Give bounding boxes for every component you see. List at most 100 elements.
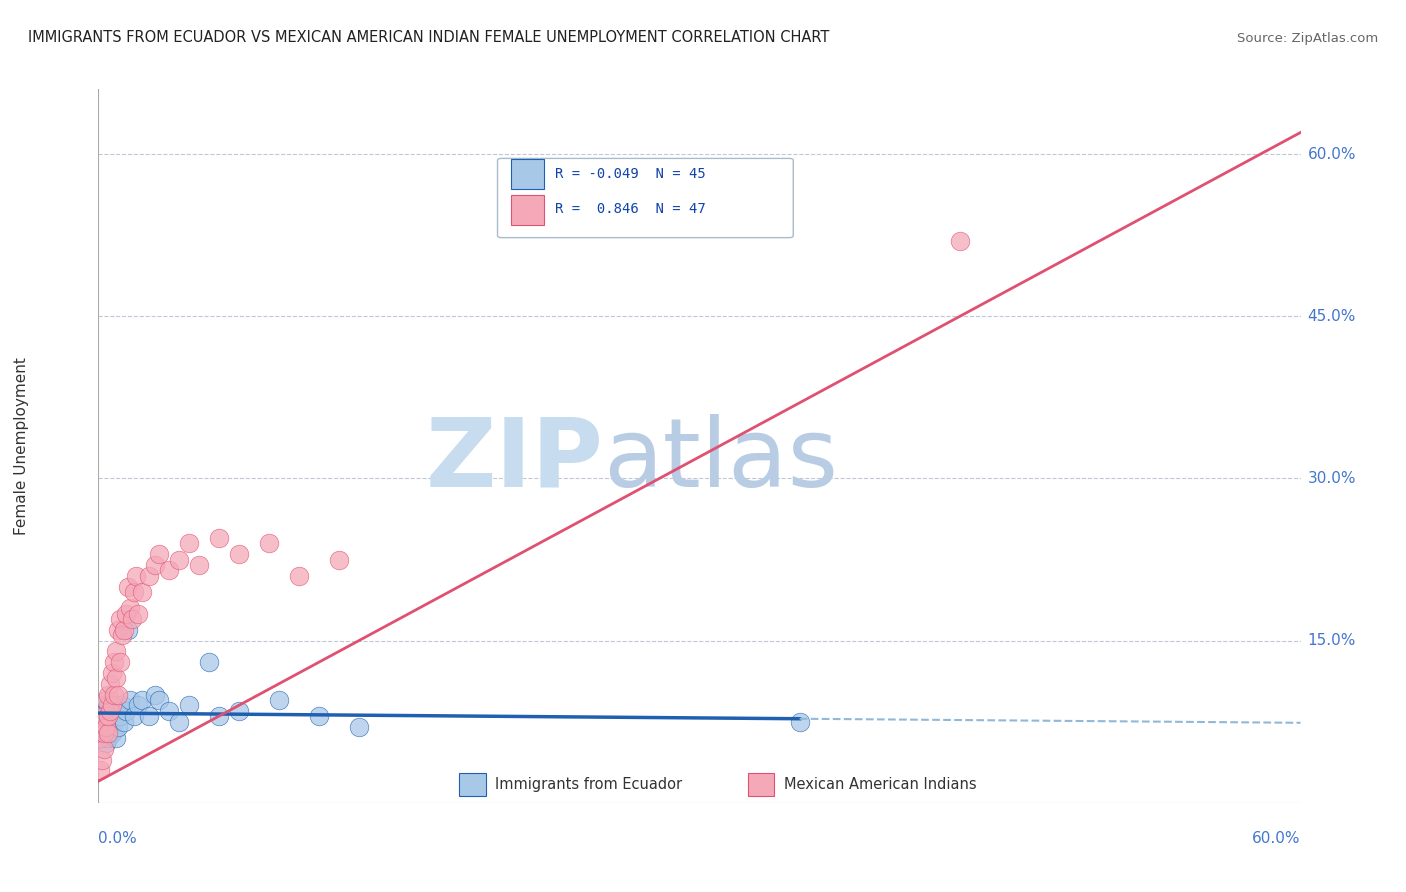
Point bbox=[167, 714, 190, 729]
Point bbox=[89, 764, 111, 778]
Point bbox=[93, 725, 115, 739]
Point bbox=[97, 714, 120, 729]
Text: Immigrants from Ecuador: Immigrants from Ecuador bbox=[495, 777, 682, 792]
Point bbox=[103, 714, 125, 729]
Point bbox=[110, 709, 132, 723]
Point bbox=[167, 552, 190, 566]
Point bbox=[148, 547, 170, 561]
Text: ZIP: ZIP bbox=[426, 414, 603, 507]
Point bbox=[103, 688, 125, 702]
Point bbox=[128, 607, 150, 621]
Point bbox=[96, 720, 118, 734]
Text: R = -0.049  N = 45: R = -0.049 N = 45 bbox=[555, 167, 706, 181]
Point bbox=[101, 666, 124, 681]
Point bbox=[97, 725, 120, 739]
Point bbox=[105, 698, 128, 713]
Point bbox=[949, 234, 972, 248]
Point bbox=[91, 731, 114, 745]
Point bbox=[103, 709, 125, 723]
Point bbox=[114, 623, 136, 637]
Text: R =  0.846  N = 47: R = 0.846 N = 47 bbox=[555, 202, 706, 216]
Point bbox=[107, 704, 129, 718]
Text: 45.0%: 45.0% bbox=[1308, 309, 1355, 324]
Point bbox=[117, 623, 139, 637]
Point bbox=[267, 693, 290, 707]
Point bbox=[97, 709, 120, 723]
Point bbox=[100, 677, 122, 691]
Point bbox=[197, 655, 219, 669]
Text: IMMIGRANTS FROM ECUADOR VS MEXICAN AMERICAN INDIAN FEMALE UNEMPLOYMENT CORRELATI: IMMIGRANTS FROM ECUADOR VS MEXICAN AMERI… bbox=[28, 29, 830, 45]
Point bbox=[115, 704, 138, 718]
Point bbox=[97, 688, 120, 702]
Point bbox=[89, 714, 111, 729]
Point bbox=[187, 558, 209, 572]
FancyBboxPatch shape bbox=[510, 194, 544, 225]
Point bbox=[110, 612, 132, 626]
Point bbox=[148, 693, 170, 707]
Text: Mexican American Indians: Mexican American Indians bbox=[783, 777, 976, 792]
Point bbox=[105, 672, 128, 686]
Point bbox=[100, 704, 122, 718]
Text: 15.0%: 15.0% bbox=[1308, 633, 1355, 648]
Point bbox=[97, 731, 120, 745]
Point bbox=[131, 585, 153, 599]
Point bbox=[208, 531, 231, 545]
Point bbox=[101, 725, 124, 739]
Text: Female Unemployment: Female Unemployment bbox=[14, 357, 28, 535]
Point bbox=[177, 536, 200, 550]
Point bbox=[91, 714, 114, 729]
Point bbox=[103, 655, 125, 669]
Point bbox=[114, 714, 136, 729]
FancyBboxPatch shape bbox=[510, 159, 544, 189]
Point bbox=[93, 709, 115, 723]
Point bbox=[117, 580, 139, 594]
Text: atlas: atlas bbox=[603, 414, 838, 507]
Point bbox=[111, 698, 134, 713]
Point bbox=[228, 547, 250, 561]
Point bbox=[107, 623, 129, 637]
Point bbox=[107, 720, 129, 734]
Point bbox=[143, 558, 166, 572]
Point bbox=[128, 698, 150, 713]
Point bbox=[131, 693, 153, 707]
Point bbox=[96, 736, 118, 750]
Text: 0.0%: 0.0% bbox=[98, 831, 138, 846]
Point bbox=[138, 568, 160, 582]
FancyBboxPatch shape bbox=[748, 772, 775, 796]
Point bbox=[111, 628, 134, 642]
Point bbox=[107, 688, 129, 702]
Text: 30.0%: 30.0% bbox=[1308, 471, 1355, 486]
Point bbox=[91, 704, 114, 718]
Point bbox=[101, 698, 124, 713]
Point bbox=[105, 644, 128, 658]
Point bbox=[105, 731, 128, 745]
Point bbox=[228, 704, 250, 718]
Point bbox=[101, 704, 124, 718]
Point bbox=[96, 720, 118, 734]
Point bbox=[100, 709, 122, 723]
Point bbox=[257, 536, 280, 550]
Text: 60.0%: 60.0% bbox=[1308, 146, 1355, 161]
Point bbox=[157, 563, 180, 577]
Point bbox=[93, 698, 115, 713]
Point bbox=[308, 709, 330, 723]
Point bbox=[124, 585, 146, 599]
Text: 60.0%: 60.0% bbox=[1253, 831, 1301, 846]
Point bbox=[93, 725, 115, 739]
Point bbox=[96, 693, 118, 707]
Point bbox=[96, 714, 118, 729]
Point bbox=[143, 688, 166, 702]
Text: Source: ZipAtlas.com: Source: ZipAtlas.com bbox=[1237, 31, 1378, 45]
Point bbox=[89, 731, 111, 745]
Point bbox=[121, 612, 143, 626]
Point bbox=[93, 741, 115, 756]
Point bbox=[124, 709, 146, 723]
Point bbox=[100, 720, 122, 734]
Point bbox=[110, 655, 132, 669]
Point bbox=[97, 698, 120, 713]
Point bbox=[91, 753, 114, 767]
Point bbox=[177, 698, 200, 713]
Point bbox=[157, 704, 180, 718]
Point bbox=[328, 552, 350, 566]
FancyBboxPatch shape bbox=[498, 159, 793, 237]
